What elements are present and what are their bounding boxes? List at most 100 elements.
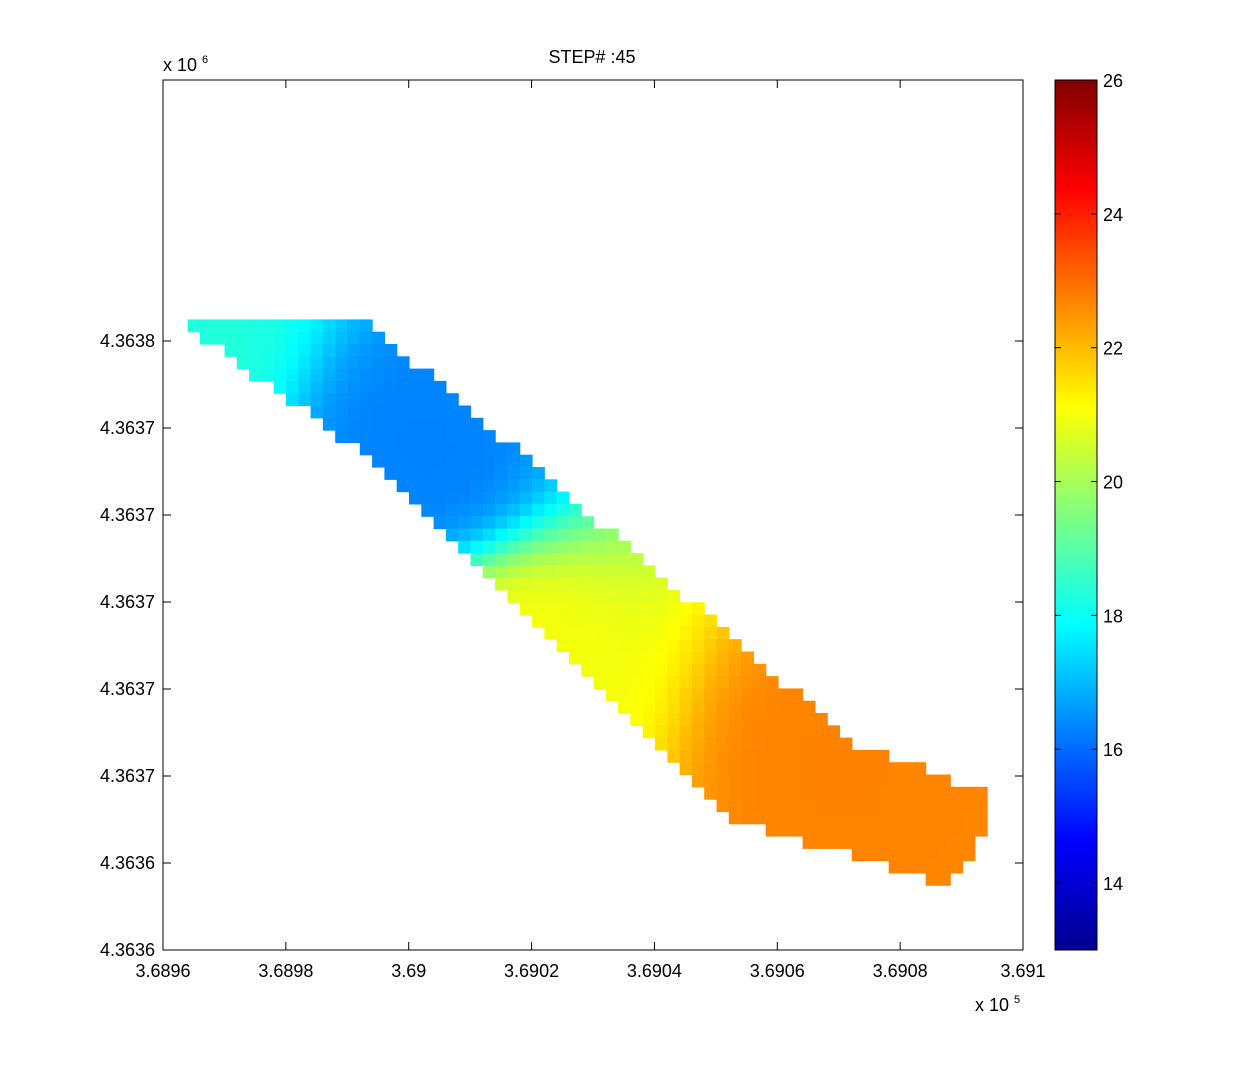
heatmap-cell bbox=[765, 713, 779, 726]
heatmap-cell bbox=[445, 491, 459, 505]
heatmap-cell bbox=[913, 848, 927, 862]
heatmap-cell bbox=[335, 380, 349, 394]
heatmap-cell bbox=[298, 331, 312, 345]
heatmap-cell bbox=[532, 503, 545, 517]
heatmap-cell bbox=[778, 749, 791, 763]
heatmap-cell bbox=[655, 676, 668, 689]
heatmap-cell bbox=[864, 848, 877, 862]
heatmap-cell bbox=[310, 344, 324, 357]
heatmap-cell bbox=[519, 553, 533, 566]
heatmap-cell bbox=[630, 676, 644, 689]
heatmap-cell bbox=[704, 725, 718, 739]
colorbar-tick-label: 16 bbox=[1103, 740, 1123, 760]
heatmap-cell bbox=[568, 528, 582, 542]
heatmap-cell bbox=[273, 331, 287, 345]
heatmap-cell bbox=[310, 368, 324, 382]
heatmap-cell bbox=[249, 368, 262, 382]
heatmap-cell bbox=[716, 762, 730, 776]
heatmap-cell bbox=[962, 799, 976, 812]
heatmap-cell bbox=[814, 725, 828, 739]
heatmap-cell bbox=[851, 799, 865, 812]
heatmap-cell bbox=[655, 614, 668, 628]
heatmap-cell bbox=[433, 393, 447, 407]
heatmap-cell bbox=[458, 516, 472, 530]
heatmap-cell bbox=[753, 676, 767, 689]
heatmap-cell bbox=[716, 626, 730, 640]
heatmap-cell bbox=[691, 749, 705, 763]
heatmap-cell bbox=[532, 528, 545, 542]
heatmap-cell bbox=[728, 663, 742, 677]
heatmap-cell bbox=[741, 786, 754, 800]
heatmap-cell bbox=[814, 836, 828, 849]
heatmap-cell bbox=[778, 688, 791, 702]
heatmap-cell bbox=[691, 762, 705, 776]
heatmap-cell bbox=[286, 368, 299, 382]
heatmap-cell bbox=[433, 380, 447, 394]
heatmap-cell bbox=[851, 823, 865, 837]
heatmap-cell bbox=[495, 528, 508, 542]
heatmap-cell bbox=[249, 331, 262, 345]
heatmap-cell bbox=[630, 614, 644, 628]
heatmap-cell bbox=[667, 614, 681, 628]
heatmap-cell bbox=[458, 405, 472, 419]
heatmap-cell bbox=[925, 848, 939, 862]
heatmap-cell bbox=[741, 676, 754, 689]
heatmap-cell bbox=[778, 762, 791, 776]
heatmap-cell bbox=[937, 823, 951, 837]
heatmap-cell bbox=[876, 762, 890, 776]
heatmap-cell bbox=[568, 602, 582, 616]
heatmap-cell bbox=[236, 319, 250, 333]
heatmap-cell bbox=[753, 749, 767, 763]
heatmap-cell bbox=[396, 405, 410, 419]
heatmap-cell bbox=[322, 344, 336, 357]
heatmap-cell bbox=[322, 356, 336, 370]
heatmap-cell bbox=[409, 479, 422, 493]
heatmap-cell bbox=[433, 417, 447, 431]
heatmap-cell bbox=[679, 676, 693, 689]
heatmap-cell bbox=[704, 614, 718, 628]
heatmap-cell bbox=[839, 836, 853, 849]
heatmap-cell bbox=[409, 417, 422, 431]
heatmap-cell bbox=[790, 762, 804, 776]
heatmap-cell bbox=[433, 479, 447, 493]
heatmap-cell bbox=[728, 676, 742, 689]
heatmap-cell bbox=[532, 479, 545, 493]
heatmap-cell bbox=[888, 774, 902, 788]
heatmap-cell bbox=[839, 749, 853, 763]
heatmap-cell bbox=[532, 467, 545, 480]
heatmap-cell bbox=[618, 602, 631, 616]
heatmap-cell bbox=[347, 368, 361, 382]
heatmap-cell bbox=[581, 553, 595, 566]
heatmap-cell bbox=[888, 786, 902, 800]
heatmap-cell bbox=[679, 700, 693, 714]
heatmap-cell bbox=[409, 405, 422, 419]
heatmap-cell bbox=[950, 860, 964, 874]
heatmap-cell bbox=[778, 713, 791, 726]
heatmap-cell bbox=[802, 737, 816, 751]
heatmap-cell bbox=[691, 737, 705, 751]
x-multiplier-exponent: 5 bbox=[1014, 994, 1020, 1006]
heatmap-cell bbox=[495, 565, 508, 579]
heatmap-cell bbox=[347, 430, 361, 443]
heatmap-cell bbox=[519, 491, 533, 505]
heatmap-cell bbox=[655, 713, 668, 726]
colorbar-tick-label: 22 bbox=[1103, 339, 1123, 359]
heatmap-cell bbox=[347, 344, 361, 357]
heatmap-cell bbox=[814, 713, 828, 726]
heatmap-cell bbox=[335, 417, 349, 431]
heatmap-cell bbox=[236, 344, 250, 357]
heatmap-cell bbox=[568, 614, 582, 628]
heatmap-cell bbox=[704, 688, 718, 702]
y-tick-label: 4.3637 bbox=[100, 418, 155, 438]
heatmap-cell bbox=[359, 344, 373, 357]
heatmap-cell bbox=[605, 639, 619, 653]
heatmap-cell bbox=[396, 442, 410, 456]
heatmap-cell bbox=[704, 651, 718, 665]
heatmap-cell bbox=[495, 454, 508, 468]
heatmap-cell bbox=[507, 590, 521, 603]
heatmap-cell bbox=[409, 430, 422, 443]
heatmap-cell bbox=[630, 639, 644, 653]
heatmap-cell bbox=[581, 651, 595, 665]
heatmap-cell bbox=[630, 651, 644, 665]
heatmap-cell bbox=[605, 528, 619, 542]
